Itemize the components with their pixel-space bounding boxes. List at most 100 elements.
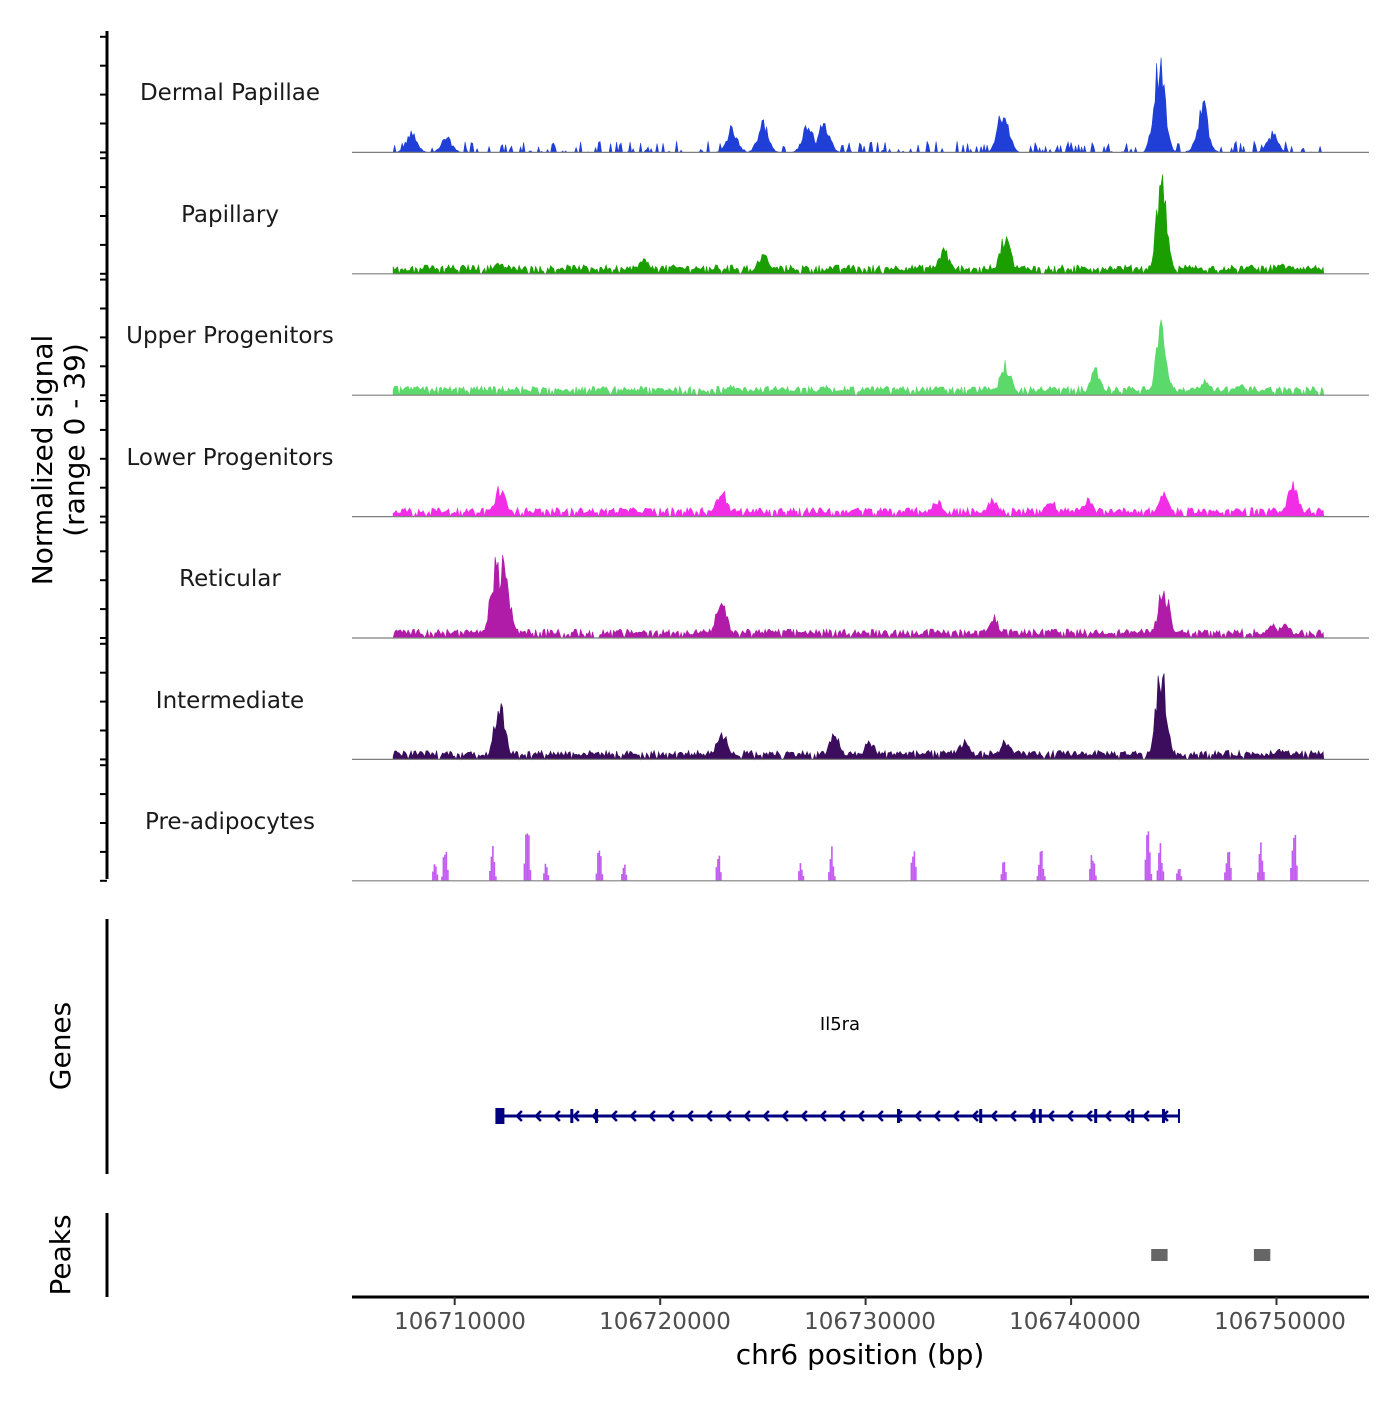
signal-bar [1156,870,1159,881]
strand-arrow [838,1110,846,1122]
signal-bar [802,875,805,881]
signal-bar [1146,835,1148,881]
signal-area [392,174,1325,275]
signal-bar [801,869,803,881]
signal-bar [525,834,527,881]
signal-bar [717,859,719,881]
signal-bar [1290,868,1292,881]
signal-bar [913,851,916,881]
signal-area [392,554,1325,640]
signal-bar [720,872,722,881]
signal-bar [912,856,914,881]
signal-bar [1093,863,1096,881]
signal-bar [1038,864,1040,881]
signal-bar [1162,871,1165,881]
signal-bar [546,867,548,881]
signal-bar [622,867,625,881]
strand-arrow [952,1110,960,1122]
strand-arrow [800,1110,808,1122]
coverage-y-ticks [100,35,107,882]
gene-label-il5ra: Il5ra [820,1014,860,1035]
signal-bar [445,851,448,881]
strand-arrow [724,1110,732,1122]
strand-arrow [629,1110,637,1122]
x-axis-ticks [453,1297,1278,1305]
signal-bar [624,864,626,881]
peak-region [1253,1249,1271,1261]
gene-exon [1038,1109,1042,1123]
strand-arrow [1123,1110,1131,1122]
signal-bar [1291,850,1294,881]
signal-bar [1044,876,1046,881]
signal-tracks [352,57,1369,882]
track-label-papillary: Papillary [181,202,279,228]
signal-bar [1176,873,1178,881]
gene-exon [495,1108,505,1124]
signal-bar [1224,872,1226,881]
signal-bar [1092,860,1094,881]
gene-exon [1094,1109,1098,1123]
signal-bar [1263,871,1265,881]
signal-bar [493,862,496,881]
track-label-lower-progenitors: Lower Progenitors [127,445,334,471]
signal-bar [715,867,718,881]
signal-bar [1161,862,1163,881]
signal-bar [436,874,439,881]
track-pre-adipocytes [352,831,1369,882]
strand-arrow [686,1110,694,1122]
signal-bar [829,859,832,881]
signal-bar [526,833,529,881]
y-axis-subtitle: (range 0 - 39) [58,343,91,537]
signal-bar [1147,831,1150,881]
signal-bar [1228,851,1231,881]
signal-bar [915,866,917,881]
peak-region [1151,1249,1168,1261]
gene-model-il5ra [495,1108,1180,1124]
signal-bar [1177,869,1180,881]
signal-bar [495,876,497,881]
signal-bar [447,869,449,881]
signal-bar [1293,837,1295,881]
signal-bar [523,863,526,881]
signal-bar [831,846,833,881]
signal-bar [718,855,721,881]
signal-bar [489,871,491,881]
signal-bar [621,874,623,881]
signal-bar [799,863,802,881]
signal-bar [441,876,443,881]
signal-area [392,481,1325,518]
signal-bar [1258,854,1261,881]
track-reticular [352,554,1369,640]
x-axis-title: chr6 position (bp) [736,1338,985,1371]
track-label-upper-progenitors: Upper Progenitors [126,323,334,349]
gene-exon [595,1109,598,1123]
signal-bar [490,856,493,881]
signal-bar [435,866,437,881]
signal-bar [910,862,913,881]
signal-bar [1179,868,1181,881]
gene-exon [897,1109,900,1123]
signal-bar [433,864,436,881]
signal-bar [1260,842,1262,881]
signal-bar [1150,873,1153,881]
signal-bar [1159,843,1162,881]
signal-bar [1158,852,1160,881]
strand-arrow [1009,1110,1017,1122]
signal-bar [600,856,602,881]
gene-exon [979,1109,983,1123]
signal-bar [1261,860,1264,881]
strand-arrow [819,1110,827,1122]
strand-arrow [1085,1110,1093,1122]
x-tick-label-5: 106750000 [1214,1309,1346,1335]
signal-bar [832,866,835,881]
gene-exon [570,1109,574,1123]
signal-bar [529,870,532,881]
signal-bar [547,875,550,881]
strand-arrow [914,1110,922,1122]
signal-bar [625,874,628,881]
signal-bar [1089,868,1091,881]
track-dermal-papillae [352,57,1369,154]
signal-bar [1227,852,1229,881]
signal-bar [1225,863,1228,881]
track-papillary [352,174,1369,275]
